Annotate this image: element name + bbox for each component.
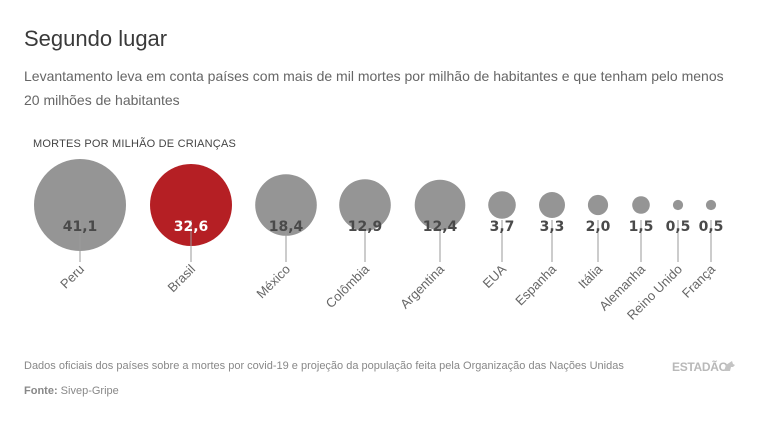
bubble-peru — [34, 159, 126, 251]
brand-logo: ESTADÃO — [672, 360, 728, 374]
value-label-brasil: 32,6 — [174, 219, 209, 235]
metric-label: MORTES POR MILHÃO DE CRIANÇAS — [33, 138, 237, 150]
bubble-eua — [488, 191, 516, 219]
value-label-mexico: 18,4 — [269, 219, 304, 235]
value-label-argentina: 12,4 — [423, 219, 458, 235]
value-label-franca: 0,5 — [699, 219, 724, 235]
category-label-argentina: Argentina — [397, 261, 448, 312]
bubble-alemanha — [632, 196, 650, 214]
brand-horse-icon — [724, 361, 735, 371]
value-label-peru: 41,1 — [63, 219, 98, 235]
bubble-brasil — [150, 164, 232, 246]
value-label-espanha: 3,3 — [540, 219, 565, 235]
bubble-reino-unido — [672, 199, 684, 211]
bubble-colombia — [339, 179, 391, 231]
bubble-franca — [705, 199, 717, 211]
bubble-mexico — [255, 174, 317, 236]
category-label-espanha: Espanha — [512, 261, 559, 308]
value-label-alemanha: 1,5 — [629, 219, 654, 235]
footnote: Dados oficiais dos países sobre a mortes… — [24, 360, 624, 372]
value-label-colombia: 12,9 — [348, 219, 383, 235]
category-label-eua: EUA — [480, 261, 510, 291]
category-label-colombia: Colômbia — [323, 261, 373, 311]
value-label-reino-unido: 0,5 — [666, 219, 691, 235]
bubble-chart: 41,1 Peru 32,6 Brasil 18,4 México 12,9 Colômbia… — [34, 159, 724, 323]
bubble-espanha — [539, 192, 565, 218]
bubble-argentina — [414, 179, 466, 231]
category-label-peru: Peru — [57, 262, 87, 292]
category-label-mexico: México — [253, 262, 293, 302]
category-label-brasil: Brasil — [165, 261, 199, 295]
category-label-italia: Itália — [575, 261, 606, 292]
category-label-franca: França — [679, 261, 719, 301]
value-label-eua: 3,7 — [490, 219, 515, 235]
source-line: Fonte: Sivep-Gripe — [24, 385, 119, 397]
value-label-italia: 2,0 — [586, 219, 611, 235]
source-label: Fonte: — [24, 385, 58, 397]
chart-subtitle: Levantamento leva em conta países com ma… — [24, 68, 724, 108]
bubble-italia — [587, 194, 609, 216]
chart-title: Segundo lugar — [24, 26, 168, 51]
source-value: Sivep-Gripe — [60, 385, 119, 397]
